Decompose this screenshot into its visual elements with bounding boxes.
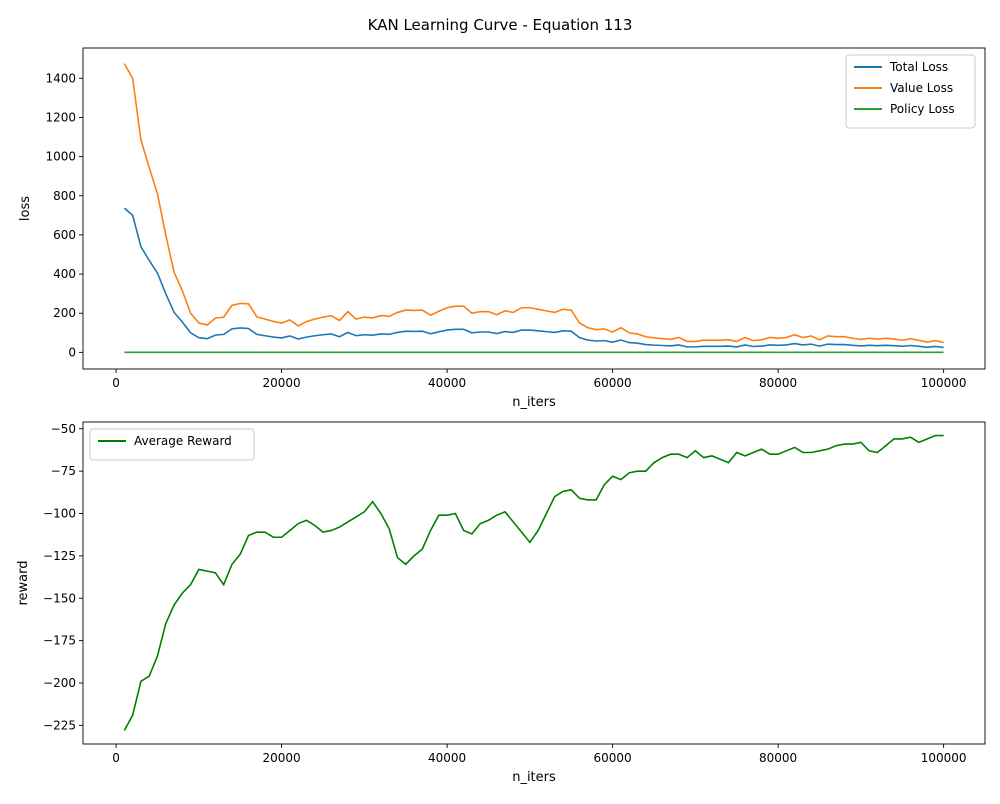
y-tick-label: −125 [43,549,76,563]
legend-frame [89,428,255,461]
y-tick-label: −225 [43,718,76,732]
x-tick-label: 80000 [759,376,797,390]
y-tick-label: −75 [51,464,76,478]
legend-label: Average Reward [134,434,232,448]
x-tick-label: 20000 [263,751,301,765]
series-line-average-reward [123,434,944,731]
y-tick-label: −150 [43,591,76,605]
x-tick-label: 100000 [921,751,967,765]
axes-1: 0 20000 40000 60000 80000 100000 0 200 400 600 800… [18,47,986,410]
axes-frame [82,421,986,745]
legend-label: Policy Loss [890,102,955,116]
axes-frame [82,47,986,370]
y-tick-label: 1200 [45,110,76,124]
axes-layer: 0 20000 40000 60000 80000 100000 0 200 400 600 800… [16,47,986,785]
x-tick-label: 0 [112,376,120,390]
y-tick-label: 0 [68,345,76,359]
figure-title: KAN Learning Curve - Equation 113 [368,16,633,34]
series-line-value-loss [123,63,944,344]
x-tick-label: 40000 [428,376,466,390]
x-tick-label: 60000 [594,751,632,765]
legend-label: Value Loss [890,81,953,95]
x-tick-label: 40000 [428,751,466,765]
x-tick-label: 80000 [759,751,797,765]
y-tick-label: −50 [51,422,76,436]
y-axis-label: loss [18,196,33,221]
x-tick-label: 20000 [263,376,301,390]
x-axis-label: n_iters [512,770,556,785]
series-line-total-loss [123,207,944,349]
x-tick-label: 60000 [594,376,632,390]
legend: Total Loss Value Loss Policy Loss [845,54,976,129]
y-tick-label: 600 [53,228,76,242]
y-tick-label: −100 [43,507,76,521]
y-tick-label: −200 [43,676,76,690]
y-tick-label: 800 [53,189,76,203]
y-tick-label: 1400 [45,71,76,85]
y-tick-label: 200 [53,306,76,320]
x-tick-label: 100000 [921,376,967,390]
legend-label: Total Loss [889,60,948,74]
legend: Average Reward [89,428,255,461]
y-tick-label: −175 [43,634,76,648]
x-axis-label: n_iters [512,395,556,410]
y-tick-label: 1000 [45,150,76,164]
y-tick-label: 400 [53,267,76,281]
axes-2: 0 20000 40000 60000 80000 100000 −225 −200 −175 −… [16,421,986,785]
x-tick-label: 0 [112,751,120,765]
y-axis-label: reward [16,560,31,605]
